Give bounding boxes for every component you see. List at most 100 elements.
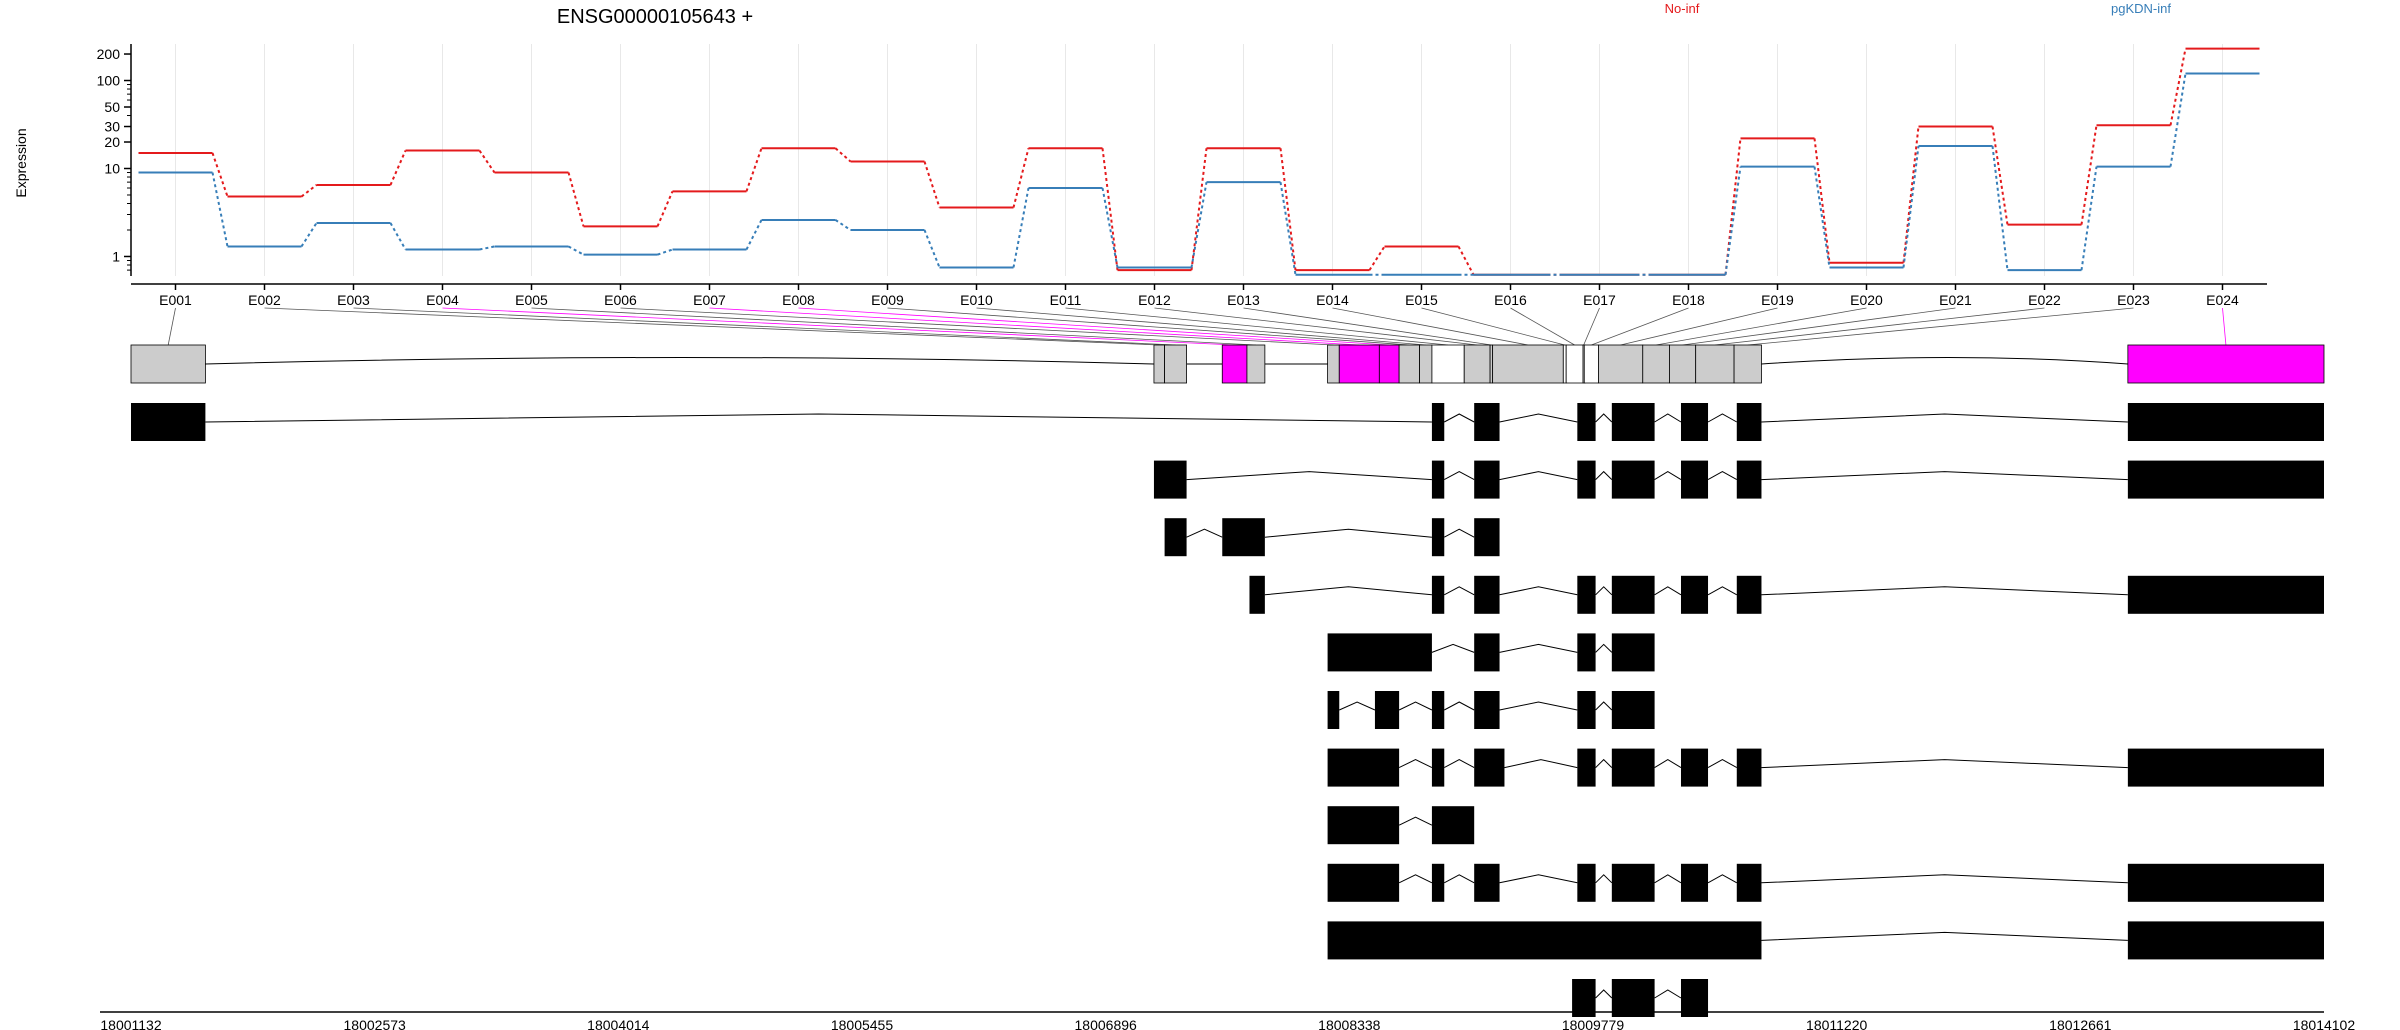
exon-bin-e012 xyxy=(1463,344,1491,384)
transcript-intron xyxy=(1595,470,1613,480)
exon-bin-e016 xyxy=(1565,344,1584,384)
transcript-exon xyxy=(1572,979,1596,1017)
transcript-exon xyxy=(1680,575,1709,614)
transcript-intron xyxy=(1654,413,1682,423)
genomic-tick-label: 18011220 xyxy=(1806,1017,1867,1030)
transcript-exon xyxy=(1327,691,1340,729)
series-transition xyxy=(1813,138,1831,263)
series-transition xyxy=(834,219,852,231)
exon-bin-e009 xyxy=(1398,344,1420,384)
transcript-exon xyxy=(1611,748,1655,787)
transcript-intron xyxy=(1499,586,1578,596)
transcript-intron xyxy=(1707,586,1738,596)
genomic-tick-label: 18012661 xyxy=(2049,1017,2112,1030)
transcript-intron xyxy=(1499,874,1578,884)
transcript-exon xyxy=(2127,575,2324,614)
transcript-intron xyxy=(1264,586,1432,596)
chart-title: ENSG00000105643 + xyxy=(557,6,753,28)
transcript-intron xyxy=(1707,874,1738,884)
x-axis: E001 E002 E003 E004 E005 E006 E007 E008 E009 E010… xyxy=(131,283,2267,308)
transcript-intron xyxy=(1431,643,1475,653)
exon-bin-e024 xyxy=(2127,344,2325,384)
exon-bin-e010 xyxy=(1419,344,1433,384)
genomic-tick-label: 18008338 xyxy=(1318,1017,1381,1030)
transcript-exon xyxy=(1611,691,1655,729)
legend-label-no-inf: No-inf xyxy=(1665,1,1700,16)
transcript-intron xyxy=(1444,413,1475,423)
transcript-intron xyxy=(1499,701,1578,711)
x-tick-label: E008 xyxy=(782,292,815,308)
series-transition xyxy=(1724,166,1742,275)
series-transition xyxy=(1902,126,1920,263)
transcript-exon xyxy=(2127,921,2324,960)
transcript-row xyxy=(1327,806,1475,845)
exon-bin-e004 xyxy=(1221,344,1248,384)
transcript-exon xyxy=(2127,863,2324,902)
connector-e017 xyxy=(1583,307,1600,346)
series-transition xyxy=(1813,166,1831,268)
transcript-row xyxy=(1572,979,1709,1017)
x-tick-label: E020 xyxy=(1850,292,1883,308)
transcript-intron xyxy=(1761,874,2128,884)
series-transition xyxy=(923,161,941,208)
transcript-exon xyxy=(1249,575,1265,614)
transcript-exon xyxy=(1474,403,1500,441)
connector-e002 xyxy=(264,307,1160,346)
connector-e009 xyxy=(887,307,1410,346)
connector-e003 xyxy=(353,307,1176,346)
x-tick-label: E009 xyxy=(871,292,904,308)
transcript-intron xyxy=(1186,471,1432,481)
transcript-exon xyxy=(1577,633,1596,672)
transcript-exon xyxy=(1577,863,1596,902)
transcript-intron xyxy=(1595,413,1613,423)
transcript-exon xyxy=(2127,460,2324,499)
transcript-row xyxy=(1327,748,2324,787)
genomic-axis: 18001132 18002573 18004014 18005455 18006896… xyxy=(100,1011,2356,1030)
transcript-intron xyxy=(1499,471,1578,481)
series-transition xyxy=(1190,181,1208,268)
transcript-exon xyxy=(1431,691,1445,729)
transcript-exon xyxy=(1736,575,1762,614)
series-transition xyxy=(1724,138,1742,275)
series-pgkdn-inf xyxy=(138,72,2260,276)
x-tick-label: E004 xyxy=(426,292,459,308)
series-transition xyxy=(1902,145,1920,268)
transcript-exon xyxy=(1577,575,1596,614)
exon-bin-e019 xyxy=(1598,344,1644,384)
transcript-exon xyxy=(1577,691,1596,729)
connector-e023 xyxy=(1747,307,2134,346)
connector-e015 xyxy=(1421,307,1565,346)
transcript-intron xyxy=(1186,528,1223,538)
transcript-exon xyxy=(1680,403,1709,441)
transcript-exon xyxy=(1611,863,1655,902)
transcript-intron xyxy=(1654,989,1682,999)
exon-bin-e011 xyxy=(1431,344,1465,384)
transcript-intron xyxy=(1654,471,1682,481)
genomic-tick-label: 18006896 xyxy=(1075,1017,1138,1030)
transcript-intron xyxy=(1444,701,1475,711)
transcript-exon xyxy=(1327,921,1762,960)
y-tick-label: 200 xyxy=(97,46,121,62)
connector-e004 xyxy=(442,307,1235,346)
transcript-exon xyxy=(1611,460,1655,499)
transcript-exon xyxy=(2127,748,2324,787)
x-tick-label: E007 xyxy=(693,292,726,308)
exon-bin-e001 xyxy=(130,344,206,384)
y-tick-label: 50 xyxy=(104,99,120,115)
x-tick-label: E011 xyxy=(1050,292,1082,308)
series-transition xyxy=(923,229,941,268)
transcript-row xyxy=(1153,460,2324,499)
series-transition xyxy=(1101,187,1119,268)
transcript-exon xyxy=(1680,748,1709,787)
genomic-tick-label: 18014102 xyxy=(2293,1017,2356,1030)
series-transition xyxy=(834,147,852,163)
transcript-intron xyxy=(1654,586,1682,596)
transcript-row xyxy=(1249,575,2324,614)
transcript-intron xyxy=(1595,758,1613,768)
series-transition xyxy=(1368,245,1386,271)
series-transition xyxy=(1279,148,1297,271)
transcript-exon xyxy=(1736,863,1762,902)
transcript-exon xyxy=(1680,863,1709,902)
transcript-exon xyxy=(1431,403,1445,441)
x-tick-label: E019 xyxy=(1761,292,1794,308)
